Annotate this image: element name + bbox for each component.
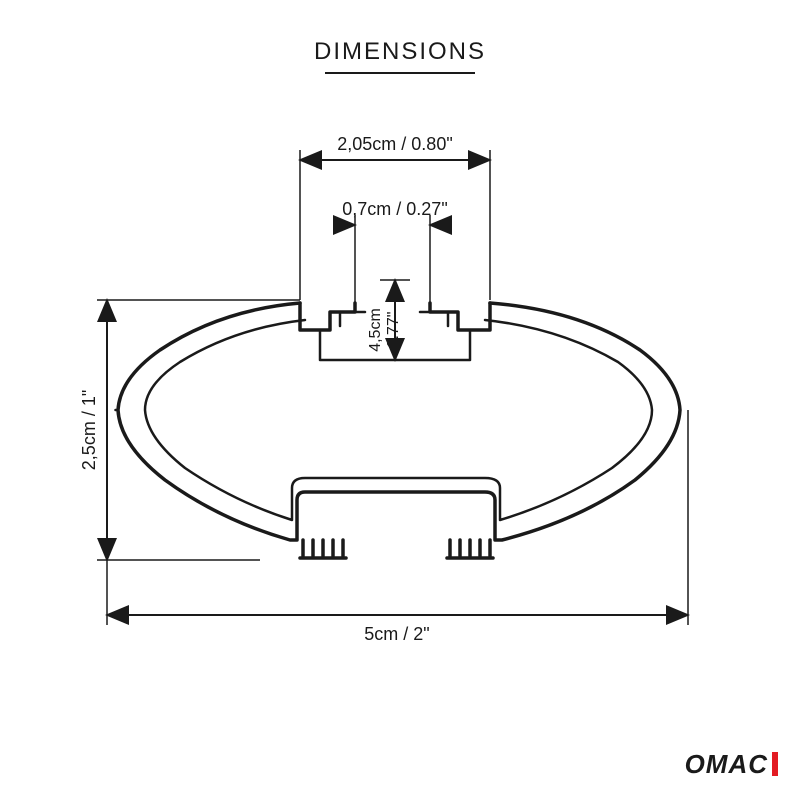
dim-height-label: 2,5cm / 1": [79, 390, 99, 470]
dim-outer-width-label: 2,05cm / 0.80": [337, 134, 452, 154]
dim-total-width: 5cm / 2": [107, 410, 688, 644]
brand-accent-bar: [772, 752, 778, 776]
drawing-svg: 2,05cm / 0.80" 0,7cm / 0.27" 4,5cm 1.77"…: [0, 0, 800, 800]
dim-height: 2,5cm / 1": [79, 300, 300, 560]
brand-text: OMAC: [685, 749, 768, 779]
dim-slot-width-label: 0,7cm / 0.27": [342, 199, 447, 219]
dim-slot-depth: 4,5cm 1.77": [367, 280, 410, 360]
profile-screw-boss-right: [447, 540, 493, 558]
dim-slot-depth-label-2: 1.77": [385, 312, 402, 349]
brand-logo: OMAC: [685, 749, 778, 780]
profile-inner-shell: [145, 320, 652, 520]
dim-slot-width: 0,7cm / 0.27": [340, 199, 448, 305]
diagram-canvas: DIMENSIONS 2,05cm / 0.80" 0,7cm / 0.27": [0, 0, 800, 800]
profile-screw-boss-left: [300, 540, 346, 558]
dim-total-width-label: 5cm / 2": [364, 624, 429, 644]
dim-slot-depth-label-1: 4,5cm: [367, 308, 384, 352]
